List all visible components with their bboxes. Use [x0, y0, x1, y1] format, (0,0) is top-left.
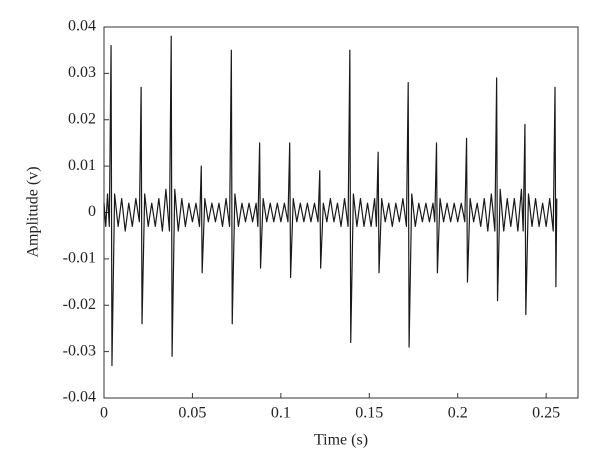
y-tick-label: -0.03 — [63, 342, 96, 359]
y-tick-label: -0.02 — [63, 296, 96, 313]
x-axis-label: Time (s) — [314, 432, 368, 449]
y-tick-label: 0.03 — [68, 64, 96, 81]
y-tick-label: 0 — [88, 203, 96, 220]
y-tick-label: 0.02 — [68, 110, 96, 127]
x-tick-label: 0.15 — [355, 405, 383, 422]
y-tick-label: -0.04 — [63, 389, 96, 406]
x-tick-label: 0.2 — [448, 405, 468, 422]
x-tick-label: 0.1 — [271, 405, 291, 422]
y-tick-label: 0.04 — [68, 18, 96, 35]
y-axis-label: Amplitude (v) — [25, 166, 42, 257]
x-tick-label: 0 — [100, 405, 108, 422]
x-tick-label: 0.25 — [532, 405, 560, 422]
y-tick-label: -0.01 — [63, 250, 96, 267]
plot-frame — [103, 26, 579, 399]
signal-line — [103, 35, 558, 367]
y-tick-label: 0.01 — [68, 157, 96, 174]
x-tick-label: 0.05 — [178, 405, 206, 422]
